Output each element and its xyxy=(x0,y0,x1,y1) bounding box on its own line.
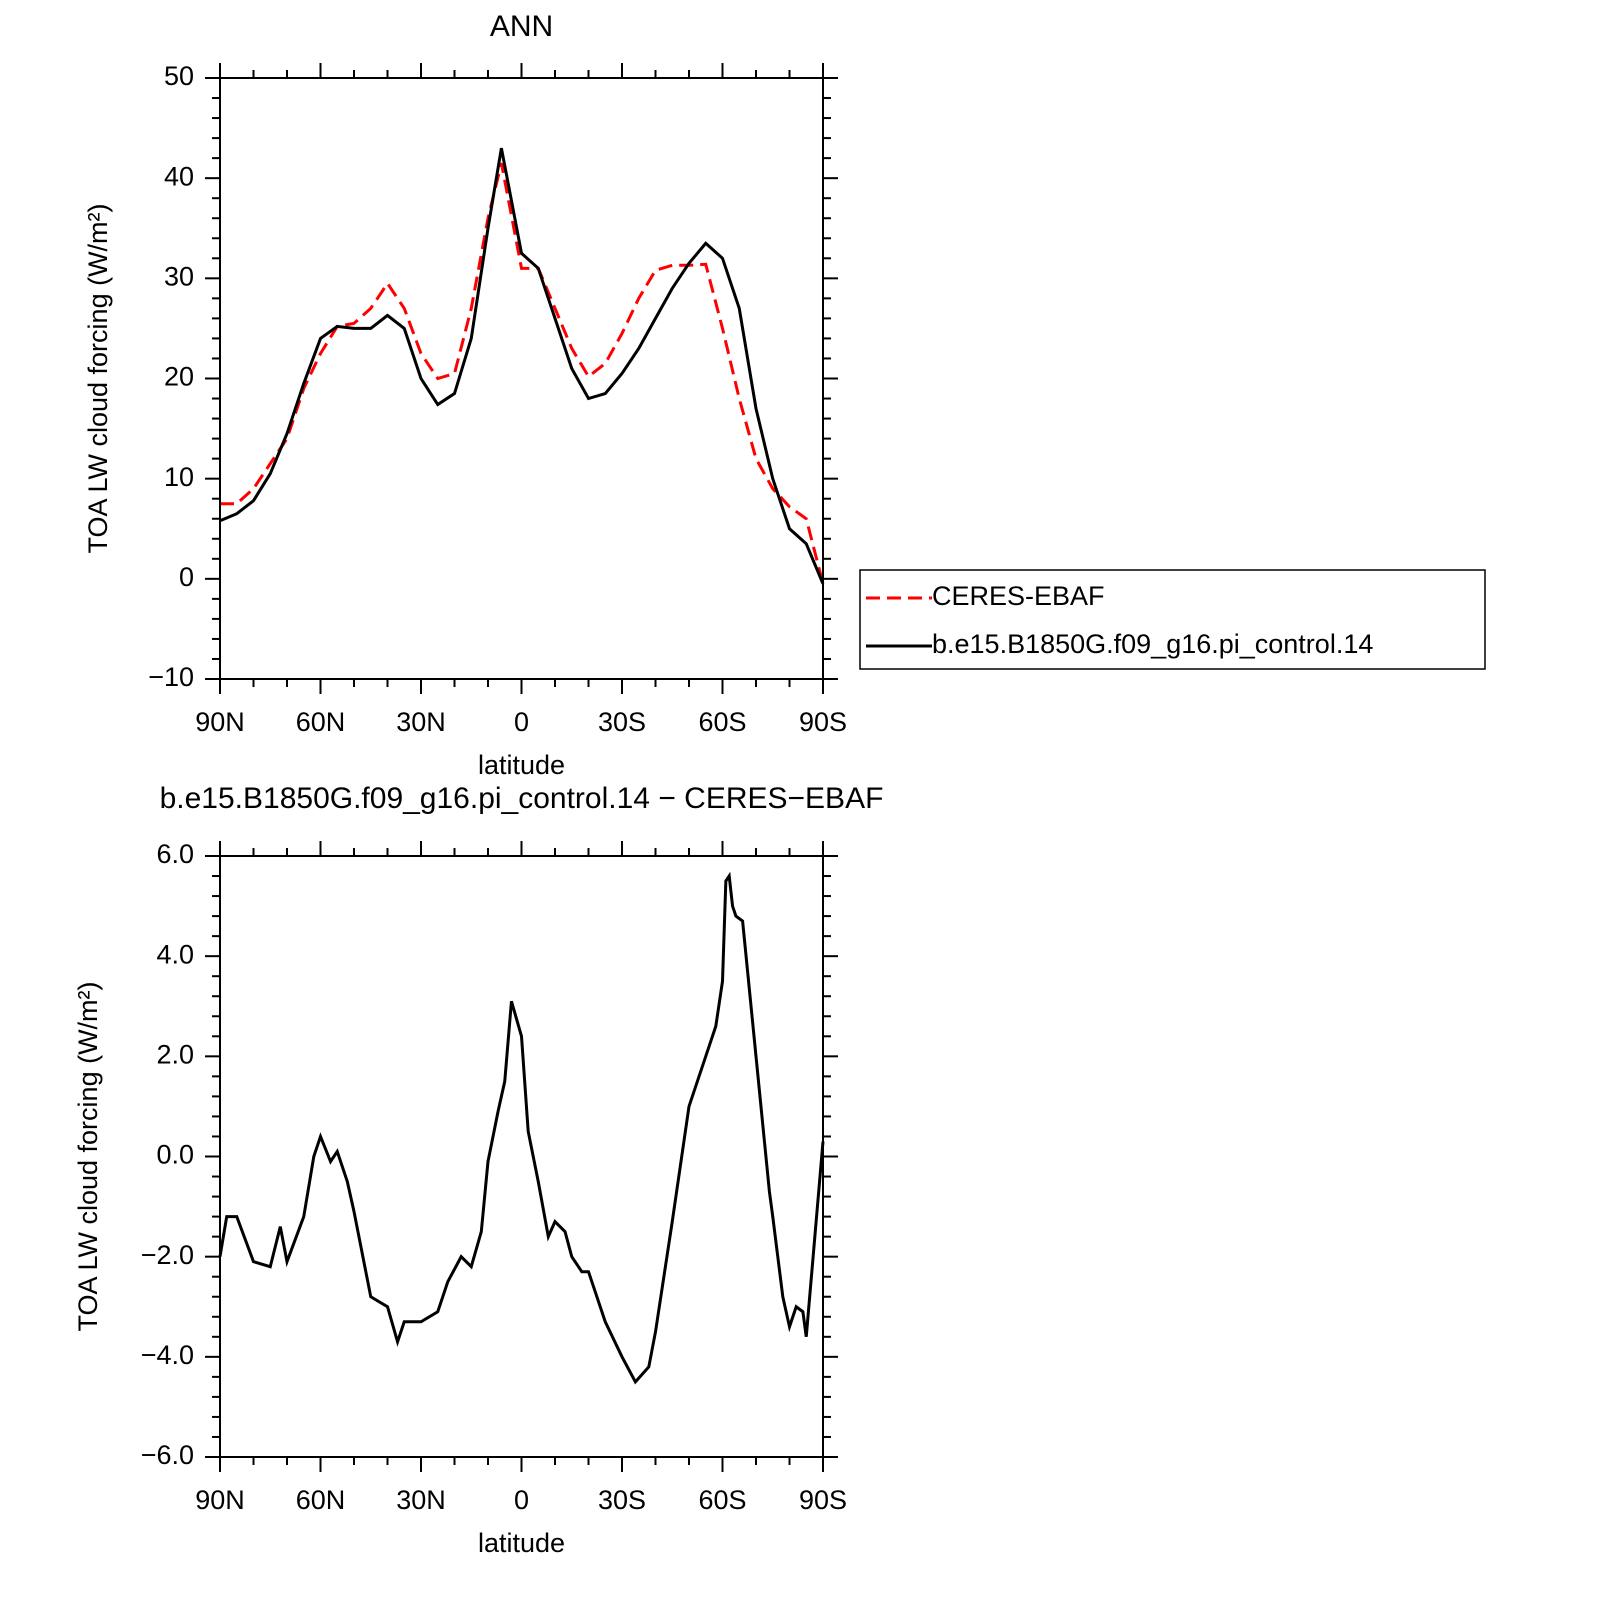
x-tick-label: 90N xyxy=(195,707,245,737)
x-tick-label: 30S xyxy=(598,707,646,737)
y-tick-label: −10 xyxy=(148,662,194,692)
x-tick-label: 30N xyxy=(396,707,446,737)
x-tick-label: 90S xyxy=(799,707,847,737)
series-line xyxy=(219,147,825,585)
y-tick-label: 4.0 xyxy=(156,939,194,969)
x-tick-label: 30S xyxy=(598,1485,646,1515)
y-tick-label: −4.0 xyxy=(141,1340,194,1370)
x-tick-label: 60N xyxy=(296,707,346,737)
x-axis-label: latitude xyxy=(478,750,565,780)
legend-box xyxy=(859,569,1486,670)
y-axis-label: TOA LW cloud forcing (W/m²) xyxy=(73,981,103,1331)
y-axis-label: TOA LW cloud forcing (W/m²) xyxy=(83,203,113,553)
y-tick-label: 6.0 xyxy=(156,839,194,869)
x-tick-label: 60N xyxy=(296,1485,346,1515)
plot-frame xyxy=(219,855,824,1458)
y-tick-label: −2.0 xyxy=(141,1240,194,1270)
legend-label: CERES-EBAF xyxy=(932,581,1105,611)
series-line xyxy=(220,162,825,585)
x-tick-label: 30N xyxy=(396,1485,446,1515)
x-tick-label: 90S xyxy=(799,1485,847,1515)
chart-title: ANN xyxy=(490,10,553,43)
y-tick-label: −6.0 xyxy=(141,1440,194,1470)
y-tick-label: 40 xyxy=(164,161,194,191)
y-tick-label: 10 xyxy=(164,462,194,492)
x-tick-label: 60S xyxy=(698,1485,746,1515)
x-tick-label: 0 xyxy=(514,1485,529,1515)
plot-frame xyxy=(219,77,824,680)
x-axis-label: latitude xyxy=(478,1528,565,1558)
series-line xyxy=(218,871,825,1385)
y-tick-label: 0 xyxy=(179,562,194,592)
y-tick-label: 0.0 xyxy=(156,1140,194,1170)
legend-label: b.e15.B1850G.f09_g16.pi_control.14 xyxy=(932,629,1373,659)
x-tick-label: 60S xyxy=(698,707,746,737)
y-tick-label: 50 xyxy=(164,61,194,91)
y-tick-label: 20 xyxy=(164,362,194,392)
y-tick-label: 30 xyxy=(164,261,194,291)
chart-title: b.e15.B1850G.f09_g16.pi_control.14 − CER… xyxy=(160,782,884,815)
x-tick-label: 0 xyxy=(514,707,529,737)
y-tick-label: 2.0 xyxy=(156,1039,194,1069)
x-tick-label: 90N xyxy=(195,1485,245,1515)
